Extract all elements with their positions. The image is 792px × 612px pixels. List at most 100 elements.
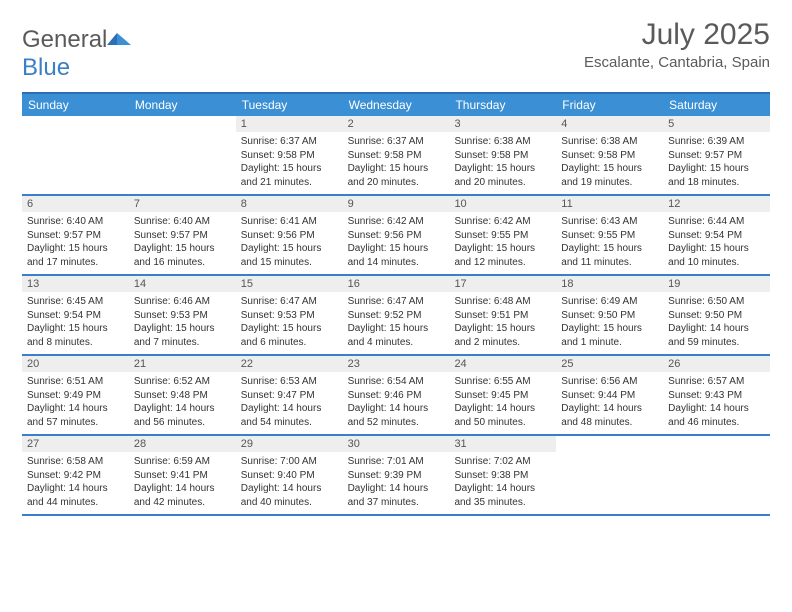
daylight-text: Daylight: 14 hours and 42 minutes. (134, 482, 231, 509)
sunrise-text: Sunrise: 6:40 AM (27, 215, 124, 229)
sunrise-text: Sunrise: 6:56 AM (561, 375, 658, 389)
day-body: Sunrise: 6:48 AMSunset: 9:51 PMDaylight:… (449, 292, 556, 353)
day-cell: 25Sunrise: 6:56 AMSunset: 9:44 PMDayligh… (556, 356, 663, 434)
week-row: 20Sunrise: 6:51 AMSunset: 9:49 PMDayligh… (22, 356, 770, 436)
sunset-text: Sunset: 9:38 PM (454, 469, 551, 483)
sunset-text: Sunset: 9:56 PM (241, 229, 338, 243)
sunset-text: Sunset: 9:54 PM (668, 229, 765, 243)
sunrise-text: Sunrise: 6:40 AM (134, 215, 231, 229)
day-body: Sunrise: 6:47 AMSunset: 9:53 PMDaylight:… (236, 292, 343, 353)
day-number: 27 (22, 436, 129, 452)
sunset-text: Sunset: 9:54 PM (27, 309, 124, 323)
sunset-text: Sunset: 9:48 PM (134, 389, 231, 403)
sunset-text: Sunset: 9:41 PM (134, 469, 231, 483)
day-cell: 11Sunrise: 6:43 AMSunset: 9:55 PMDayligh… (556, 196, 663, 274)
day-cell: 24Sunrise: 6:55 AMSunset: 9:45 PMDayligh… (449, 356, 556, 434)
day-body: Sunrise: 6:58 AMSunset: 9:42 PMDaylight:… (22, 452, 129, 513)
sunset-text: Sunset: 9:49 PM (27, 389, 124, 403)
sunset-text: Sunset: 9:57 PM (134, 229, 231, 243)
sunrise-text: Sunrise: 6:59 AM (134, 455, 231, 469)
sunrise-text: Sunrise: 6:37 AM (241, 135, 338, 149)
sunrise-text: Sunrise: 6:57 AM (668, 375, 765, 389)
daylight-text: Daylight: 14 hours and 44 minutes. (27, 482, 124, 509)
day-number: 15 (236, 276, 343, 292)
day-number: 18 (556, 276, 663, 292)
day-cell (129, 116, 236, 194)
sunset-text: Sunset: 9:42 PM (27, 469, 124, 483)
daylight-text: Daylight: 15 hours and 14 minutes. (348, 242, 445, 269)
day-cell: 13 Sunrise: 6:45 AMSunset: 9:54 PMDayligh… (22, 276, 129, 354)
daylight-text: Daylight: 14 hours and 57 minutes. (27, 402, 124, 429)
sunset-text: Sunset: 9:46 PM (348, 389, 445, 403)
sunrise-text: Sunrise: 6:47 AM (241, 295, 338, 309)
day-cell: 9Sunrise: 6:42 AMSunset: 9:56 PMDaylight… (343, 196, 450, 274)
week-row: 6Sunrise: 6:40 AMSunset: 9:57 PMDaylight… (22, 196, 770, 276)
dow-cell: Saturday (663, 94, 770, 116)
day-body: Sunrise: 6:56 AMSunset: 9:44 PMDaylight:… (556, 372, 663, 433)
day-cell: 30Sunrise: 7:01 AMSunset: 9:39 PMDayligh… (343, 436, 450, 514)
sunrise-text: Sunrise: 6:46 AM (134, 295, 231, 309)
day-number: 10 (449, 196, 556, 212)
sunset-text: Sunset: 9:39 PM (348, 469, 445, 483)
daylight-text: Daylight: 15 hours and 4 minutes. (348, 322, 445, 349)
day-cell: 19Sunrise: 6:50 AMSunset: 9:50 PMDayligh… (663, 276, 770, 354)
logo-text-part2: Blue (22, 54, 70, 81)
sunrise-text: Sunrise: 6:45 AM (27, 295, 124, 309)
dow-cell: Monday (129, 94, 236, 116)
day-number: 12 (663, 196, 770, 212)
day-number: 19 (663, 276, 770, 292)
sunrise-text: Sunrise: 6:55 AM (454, 375, 551, 389)
day-number: 29 (236, 436, 343, 452)
sunrise-text: Sunrise: 6:38 AM (561, 135, 658, 149)
sunset-text: Sunset: 9:40 PM (241, 469, 338, 483)
day-number: 17 (449, 276, 556, 292)
daylight-text: Daylight: 14 hours and 37 minutes. (348, 482, 445, 509)
day-number: 4 (556, 116, 663, 132)
sunset-text: Sunset: 9:53 PM (134, 309, 231, 323)
daylight-text: Daylight: 14 hours and 46 minutes. (668, 402, 765, 429)
day-cell: 2Sunrise: 6:37 AMSunset: 9:58 PMDaylight… (343, 116, 450, 194)
daylight-text: Daylight: 15 hours and 2 minutes. (454, 322, 551, 349)
day-cell: 31Sunrise: 7:02 AMSunset: 9:38 PMDayligh… (449, 436, 556, 514)
day-cell: 12Sunrise: 6:44 AMSunset: 9:54 PMDayligh… (663, 196, 770, 274)
sunrise-text: Sunrise: 6:51 AM (27, 375, 124, 389)
sunrise-text: Sunrise: 6:54 AM (348, 375, 445, 389)
day-cell: 7Sunrise: 6:40 AMSunset: 9:57 PMDaylight… (129, 196, 236, 274)
daylight-text: Daylight: 15 hours and 11 minutes. (561, 242, 658, 269)
day-cell (556, 436, 663, 514)
day-body: Sunrise: 6:46 AMSunset: 9:53 PMDaylight:… (129, 292, 236, 353)
day-cell: 3Sunrise: 6:38 AMSunset: 9:58 PMDaylight… (449, 116, 556, 194)
day-body: Sunrise: 6:43 AMSunset: 9:55 PMDaylight:… (556, 212, 663, 273)
sunrise-text: Sunrise: 6:48 AM (454, 295, 551, 309)
sunset-text: Sunset: 9:58 PM (561, 149, 658, 163)
sunrise-text: Sunrise: 7:00 AM (241, 455, 338, 469)
dow-cell: Sunday (22, 94, 129, 116)
daylight-text: Daylight: 15 hours and 20 minutes. (348, 162, 445, 189)
daylight-text: Daylight: 15 hours and 6 minutes. (241, 322, 338, 349)
day-number: 28 (129, 436, 236, 452)
sunset-text: Sunset: 9:57 PM (668, 149, 765, 163)
day-number: 13 (22, 276, 129, 292)
daylight-text: Daylight: 15 hours and 19 minutes. (561, 162, 658, 189)
day-cell (663, 436, 770, 514)
daylight-text: Daylight: 15 hours and 8 minutes. (27, 322, 124, 349)
sunrise-text: Sunrise: 6:50 AM (668, 295, 765, 309)
daylight-text: Daylight: 15 hours and 15 minutes. (241, 242, 338, 269)
day-number: 31 (449, 436, 556, 452)
daylight-text: Daylight: 14 hours and 35 minutes. (454, 482, 551, 509)
day-body: Sunrise: 6:59 AMSunset: 9:41 PMDaylight:… (129, 452, 236, 513)
day-cell: 17Sunrise: 6:48 AMSunset: 9:51 PMDayligh… (449, 276, 556, 354)
day-body: Sunrise: 6:53 AMSunset: 9:47 PMDaylight:… (236, 372, 343, 433)
dow-cell: Friday (556, 94, 663, 116)
sunrise-text: Sunrise: 6:52 AM (134, 375, 231, 389)
day-body: Sunrise: 6:50 AMSunset: 9:50 PMDaylight:… (663, 292, 770, 353)
sunrise-text: Sunrise: 6:39 AM (668, 135, 765, 149)
sunset-text: Sunset: 9:52 PM (348, 309, 445, 323)
daylight-text: Daylight: 15 hours and 16 minutes. (134, 242, 231, 269)
day-body: Sunrise: 6:57 AMSunset: 9:43 PMDaylight:… (663, 372, 770, 433)
day-cell: 16Sunrise: 6:47 AMSunset: 9:52 PMDayligh… (343, 276, 450, 354)
day-number: 20 (22, 356, 129, 372)
day-number: 22 (236, 356, 343, 372)
dow-cell: Wednesday (343, 94, 450, 116)
day-body: Sunrise: 6:55 AMSunset: 9:45 PMDaylight:… (449, 372, 556, 433)
